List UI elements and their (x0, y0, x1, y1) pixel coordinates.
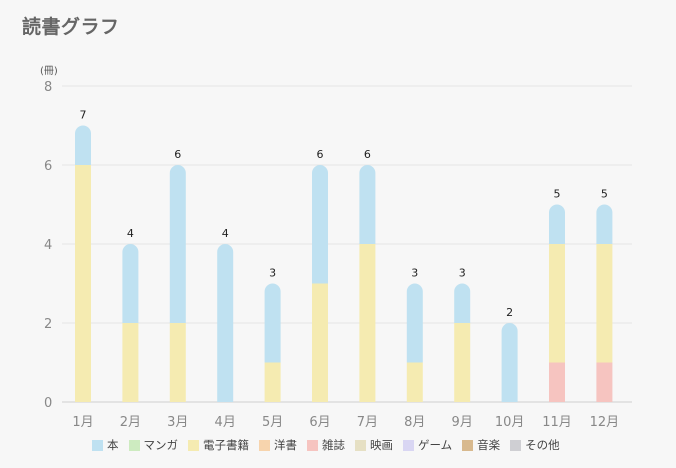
chart-legend: 本 マンガ 電子書籍 洋書 雑誌 映画 ゲーム 音楽 その他 (92, 437, 560, 453)
bar-segment (264, 362, 281, 402)
data-label: 7 (80, 109, 87, 122)
x-tick-label: 5月 (262, 415, 283, 430)
data-label: 2 (506, 306, 513, 319)
legend-item[interactable]: ゲーム (403, 437, 452, 453)
legend-label: ゲーム (418, 438, 453, 452)
legend-swatch (92, 439, 103, 451)
bar-segment (549, 204, 565, 244)
data-label: 6 (317, 148, 324, 161)
page-title: 読書グラフ (22, 16, 120, 38)
data-label: 5 (601, 188, 608, 201)
legend-swatch (510, 439, 522, 451)
legend-swatch (259, 439, 270, 451)
legend-item[interactable]: 電子書籍 (188, 437, 249, 453)
legend-item[interactable]: 音楽 (462, 437, 500, 453)
legend-label: 洋書 (274, 438, 297, 452)
data-label: 4 (222, 227, 229, 240)
data-label: 4 (127, 227, 134, 240)
bar-segment (169, 165, 186, 323)
bar-segment (454, 283, 471, 323)
legend-label: 本 (107, 438, 119, 452)
bar-segment (122, 323, 139, 402)
bar-segment (312, 165, 328, 284)
legend-swatch (307, 439, 318, 451)
legend-label: 雑誌 (322, 438, 345, 452)
bar-segment (454, 323, 471, 402)
y-axis-unit: (冊) (40, 66, 58, 77)
legend-label: マンガ (143, 438, 179, 452)
legend-label: 映画 (370, 438, 393, 452)
y-tick-label: 8 (44, 80, 52, 95)
bar-segment (596, 362, 613, 402)
bar-segment (217, 244, 234, 402)
bar-segment (264, 283, 281, 363)
bar-segment (549, 244, 565, 363)
legend-swatch (188, 439, 199, 451)
legend-label: 電子書籍 (203, 438, 249, 452)
bar-segment (596, 204, 613, 244)
legend-swatch (128, 439, 140, 451)
bar-segment (501, 323, 518, 402)
y-tick-label: 6 (44, 159, 52, 174)
y-tick-label: 0 (44, 396, 52, 411)
x-tick-label: 12月 (590, 415, 620, 430)
bar-segment (406, 283, 423, 363)
legend-item[interactable]: その他 (510, 437, 560, 453)
x-tick-label: 2月 (120, 415, 141, 430)
x-tick-label: 9月 (452, 415, 473, 430)
legend-item[interactable]: 雑誌 (307, 437, 345, 453)
x-tick-label: 7月 (357, 415, 378, 430)
x-tick-label: 1月 (72, 415, 93, 430)
bar-segment (75, 165, 91, 402)
bar-segment (75, 125, 91, 165)
bar-segment (312, 283, 328, 402)
legend-swatch (355, 439, 366, 451)
legend-item[interactable]: マンガ (128, 437, 179, 453)
x-tick-label: 10月 (495, 415, 525, 430)
bar-segment (406, 362, 423, 402)
legend-item[interactable]: 洋書 (259, 437, 297, 453)
bar-segment (169, 323, 186, 402)
x-tick-label: 6月 (309, 415, 330, 430)
x-tick-label: 3月 (167, 415, 188, 430)
bar-segment (596, 244, 613, 363)
legend-item[interactable]: 本 (92, 437, 119, 453)
legend-item[interactable]: 映画 (355, 437, 393, 453)
legend-swatch (403, 439, 414, 451)
x-tick-label: 11月 (542, 415, 572, 430)
y-tick-label: 2 (44, 317, 52, 332)
data-label: 5 (554, 188, 561, 201)
bar-segment (549, 362, 565, 402)
legend-label: 音楽 (477, 438, 501, 452)
data-label: 3 (269, 267, 276, 280)
data-label: 6 (364, 148, 371, 161)
data-label: 3 (459, 267, 466, 280)
legend-swatch (462, 439, 474, 451)
bar-segment (122, 244, 139, 323)
data-label: 6 (174, 148, 181, 161)
data-label: 3 (411, 267, 418, 280)
y-tick-label: 4 (44, 238, 52, 253)
x-tick-label: 8月 (404, 415, 425, 430)
legend-label: その他 (525, 438, 560, 452)
bar-segment (359, 165, 376, 244)
bar-segment (359, 244, 376, 402)
x-tick-label: 4月 (215, 415, 236, 430)
